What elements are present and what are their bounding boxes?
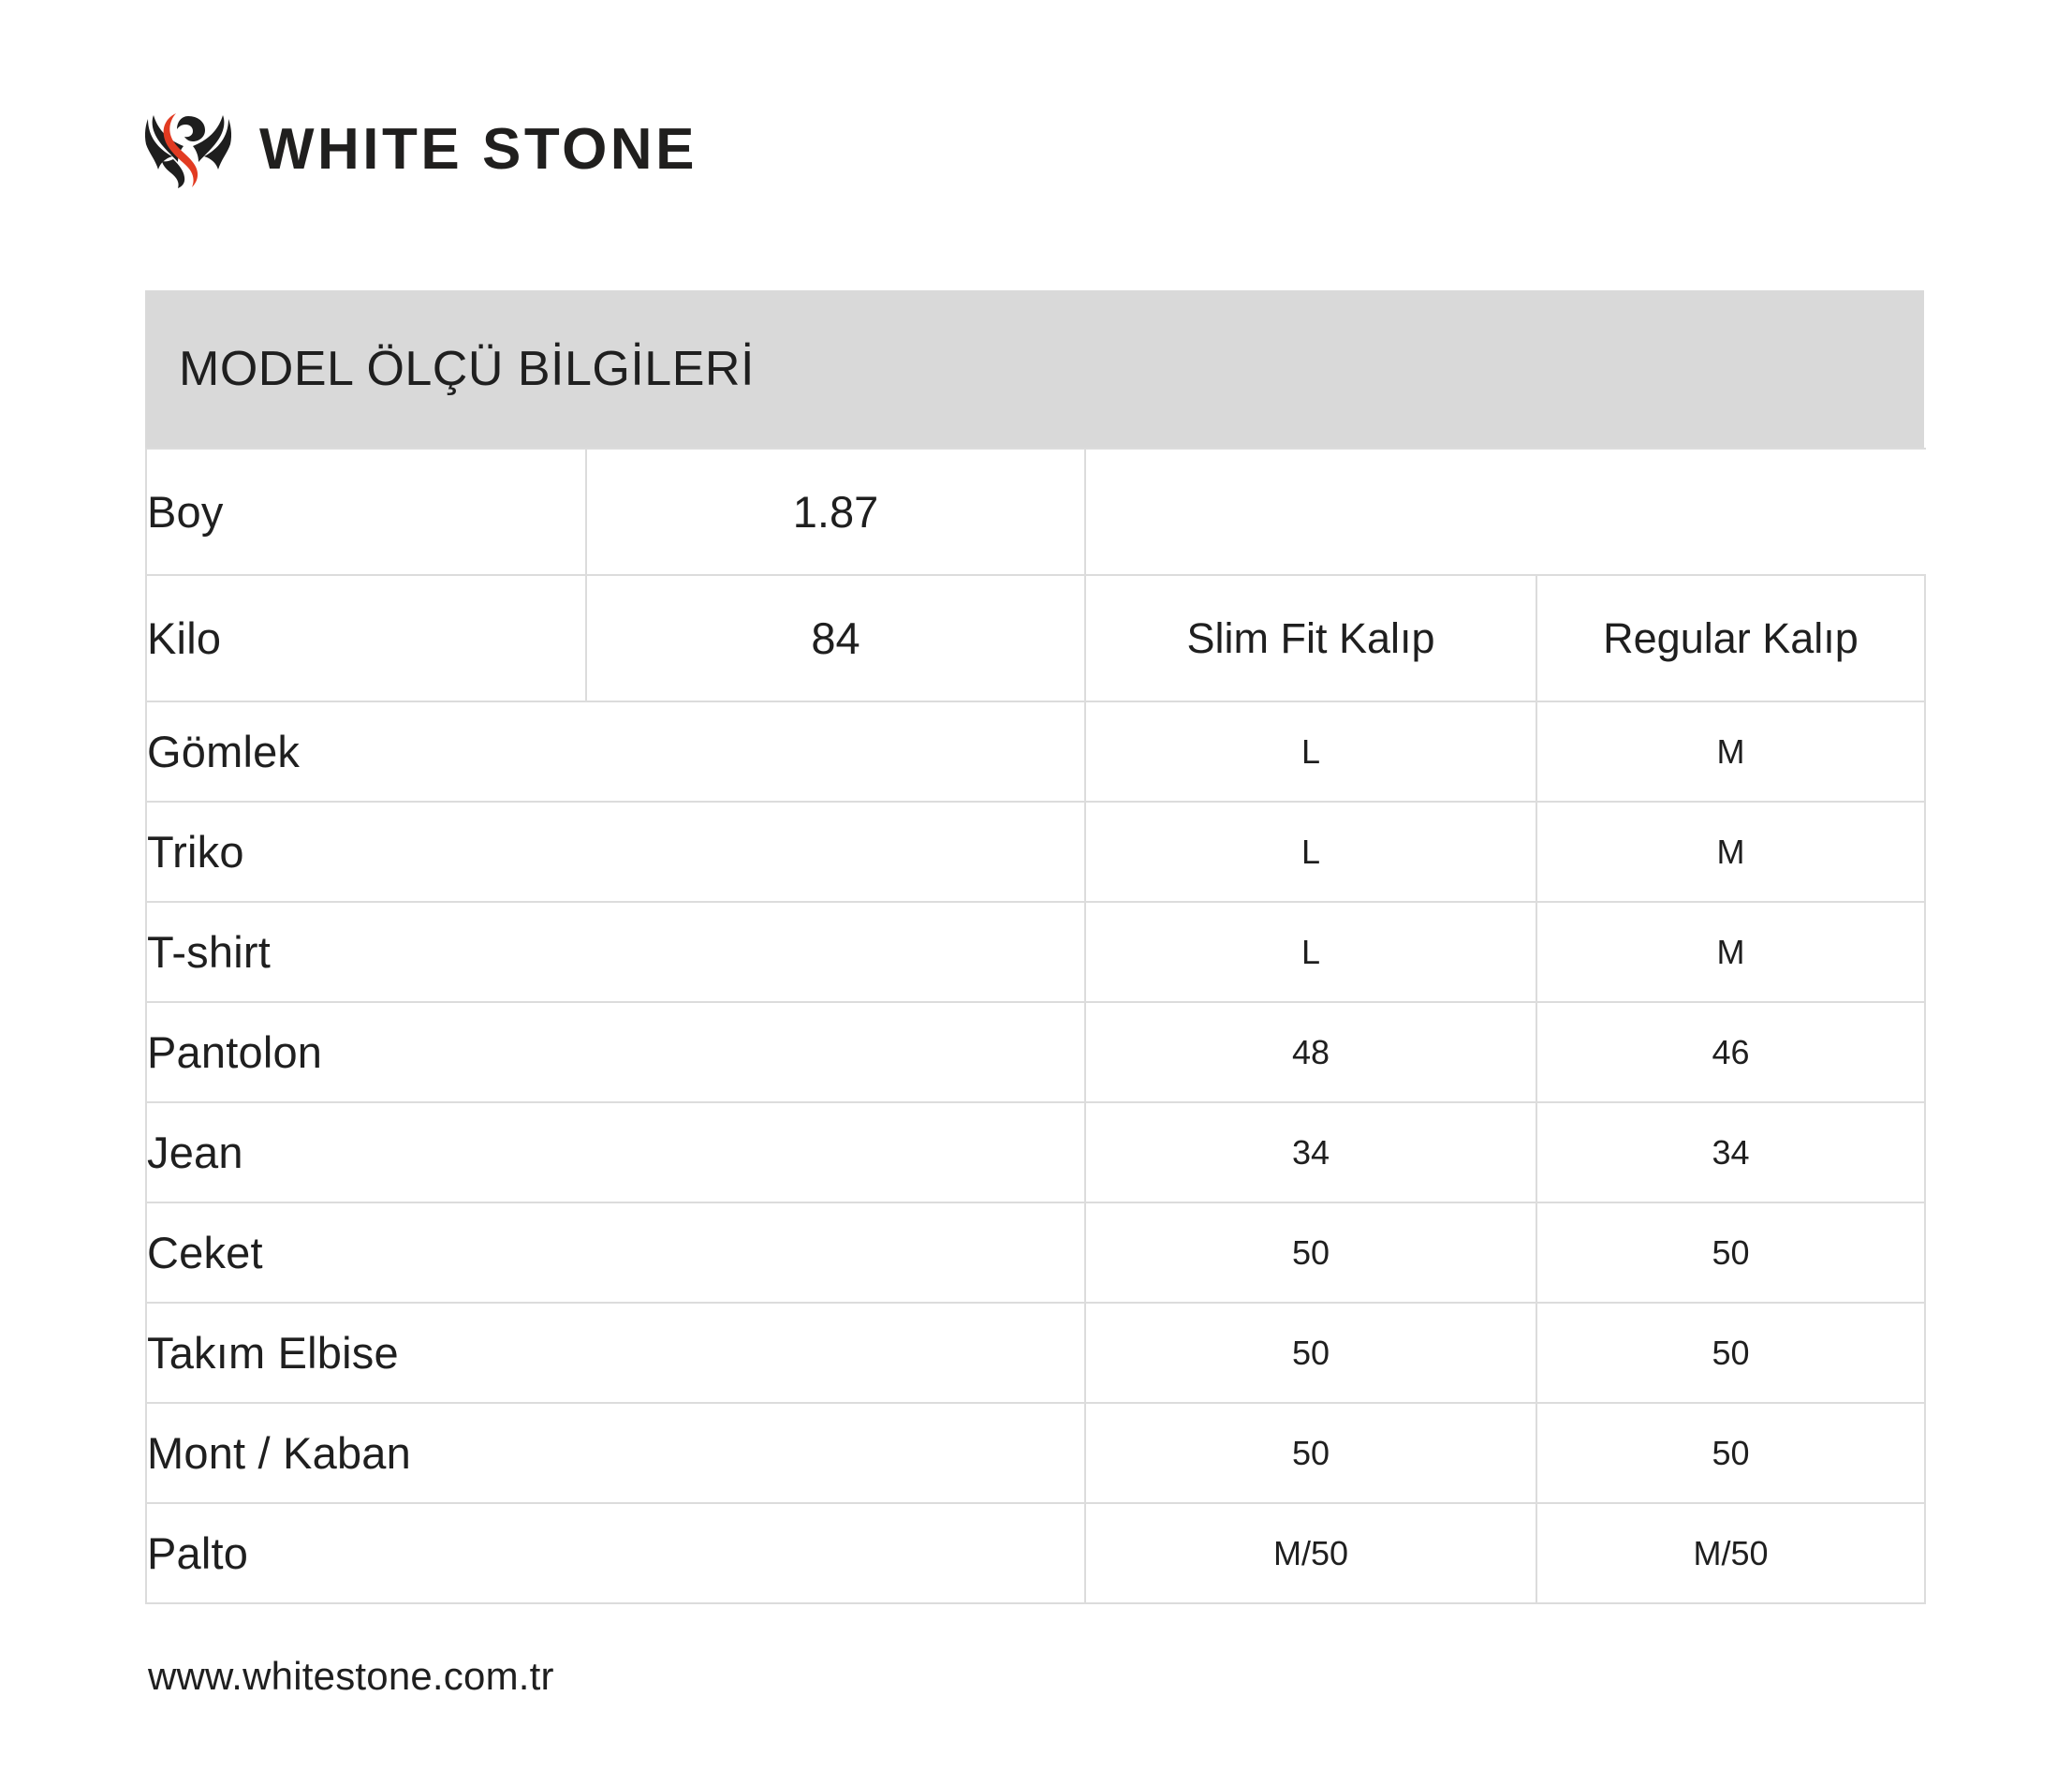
row-empty-boy bbox=[1084, 448, 1925, 576]
table-row: Takım Elbise 50 50 bbox=[145, 1302, 1926, 1404]
size-table-block: MODEL ÖLÇÜ BİLGİLERİ Boy 1.87 Kilo 84 Sl… bbox=[145, 290, 1926, 1604]
row-label-gomlek: Gömlek bbox=[145, 701, 1086, 803]
row-slim-palto: M/50 bbox=[1084, 1502, 1537, 1604]
row-label-tshirt: T-shirt bbox=[145, 901, 1086, 1003]
row-regular-takim-elbise: 50 bbox=[1536, 1302, 1926, 1404]
row-value-boy: 1.87 bbox=[585, 448, 1086, 576]
column-header-slim-fit: Slim Fit Kalıp bbox=[1084, 574, 1537, 702]
table-row: Triko L M bbox=[145, 801, 1926, 903]
model-measurements-table: Boy 1.87 Kilo 84 Slim Fit Kalıp Regular … bbox=[145, 448, 1926, 1604]
table-row: Jean 34 34 bbox=[145, 1101, 1926, 1203]
row-label-boy: Boy bbox=[145, 448, 587, 576]
table-row: Pantolon 48 46 bbox=[145, 1001, 1926, 1103]
row-regular-tshirt: M bbox=[1536, 901, 1926, 1003]
table-row: Palto M/50 M/50 bbox=[145, 1502, 1926, 1604]
row-label-jean: Jean bbox=[145, 1101, 1086, 1203]
row-value-kilo: 84 bbox=[585, 574, 1086, 702]
footer-website[interactable]: www.whitestone.com.tr bbox=[148, 1654, 554, 1698]
row-slim-ceket: 50 bbox=[1084, 1202, 1537, 1304]
row-regular-gomlek: M bbox=[1536, 701, 1926, 803]
row-label-palto: Palto bbox=[145, 1502, 1086, 1604]
row-label-takim-elbise: Takım Elbise bbox=[145, 1302, 1086, 1404]
row-label-mont-kaban: Mont / Kaban bbox=[145, 1402, 1086, 1504]
row-slim-mont-kaban: 50 bbox=[1084, 1402, 1537, 1504]
row-slim-pantolon: 48 bbox=[1084, 1001, 1537, 1103]
row-label-triko: Triko bbox=[145, 801, 1086, 903]
row-slim-jean: 34 bbox=[1084, 1101, 1537, 1203]
row-regular-mont-kaban: 50 bbox=[1536, 1402, 1926, 1504]
table-row: Gömlek L M bbox=[145, 701, 1926, 803]
phoenix-bird-icon bbox=[145, 113, 231, 188]
row-slim-triko: L bbox=[1084, 801, 1537, 903]
row-slim-takim-elbise: 50 bbox=[1084, 1302, 1537, 1404]
brand-header: WHITE STONE bbox=[145, 103, 698, 197]
table-row: T-shirt L M bbox=[145, 901, 1926, 1003]
row-label-kilo: Kilo bbox=[145, 574, 587, 702]
row-regular-triko: M bbox=[1536, 801, 1926, 903]
row-slim-tshirt: L bbox=[1084, 901, 1537, 1003]
table-row-kilo: Kilo 84 Slim Fit Kalıp Regular Kalıp bbox=[145, 574, 1926, 702]
row-label-pantolon: Pantolon bbox=[145, 1001, 1086, 1103]
row-regular-ceket: 50 bbox=[1536, 1202, 1926, 1304]
table-row-boy: Boy 1.87 bbox=[145, 448, 1925, 576]
row-label-ceket: Ceket bbox=[145, 1202, 1086, 1304]
brand-name: WHITE STONE bbox=[259, 117, 698, 182]
row-regular-jean: 34 bbox=[1536, 1101, 1926, 1203]
table-row: Mont / Kaban 50 50 bbox=[145, 1402, 1926, 1504]
row-regular-palto: M/50 bbox=[1536, 1502, 1926, 1604]
table-row: Ceket 50 50 bbox=[145, 1202, 1926, 1304]
column-header-regular: Regular Kalıp bbox=[1536, 574, 1926, 702]
row-regular-pantolon: 46 bbox=[1536, 1001, 1926, 1103]
row-slim-gomlek: L bbox=[1084, 701, 1537, 803]
table-title: MODEL ÖLÇÜ BİLGİLERİ bbox=[145, 290, 1924, 448]
